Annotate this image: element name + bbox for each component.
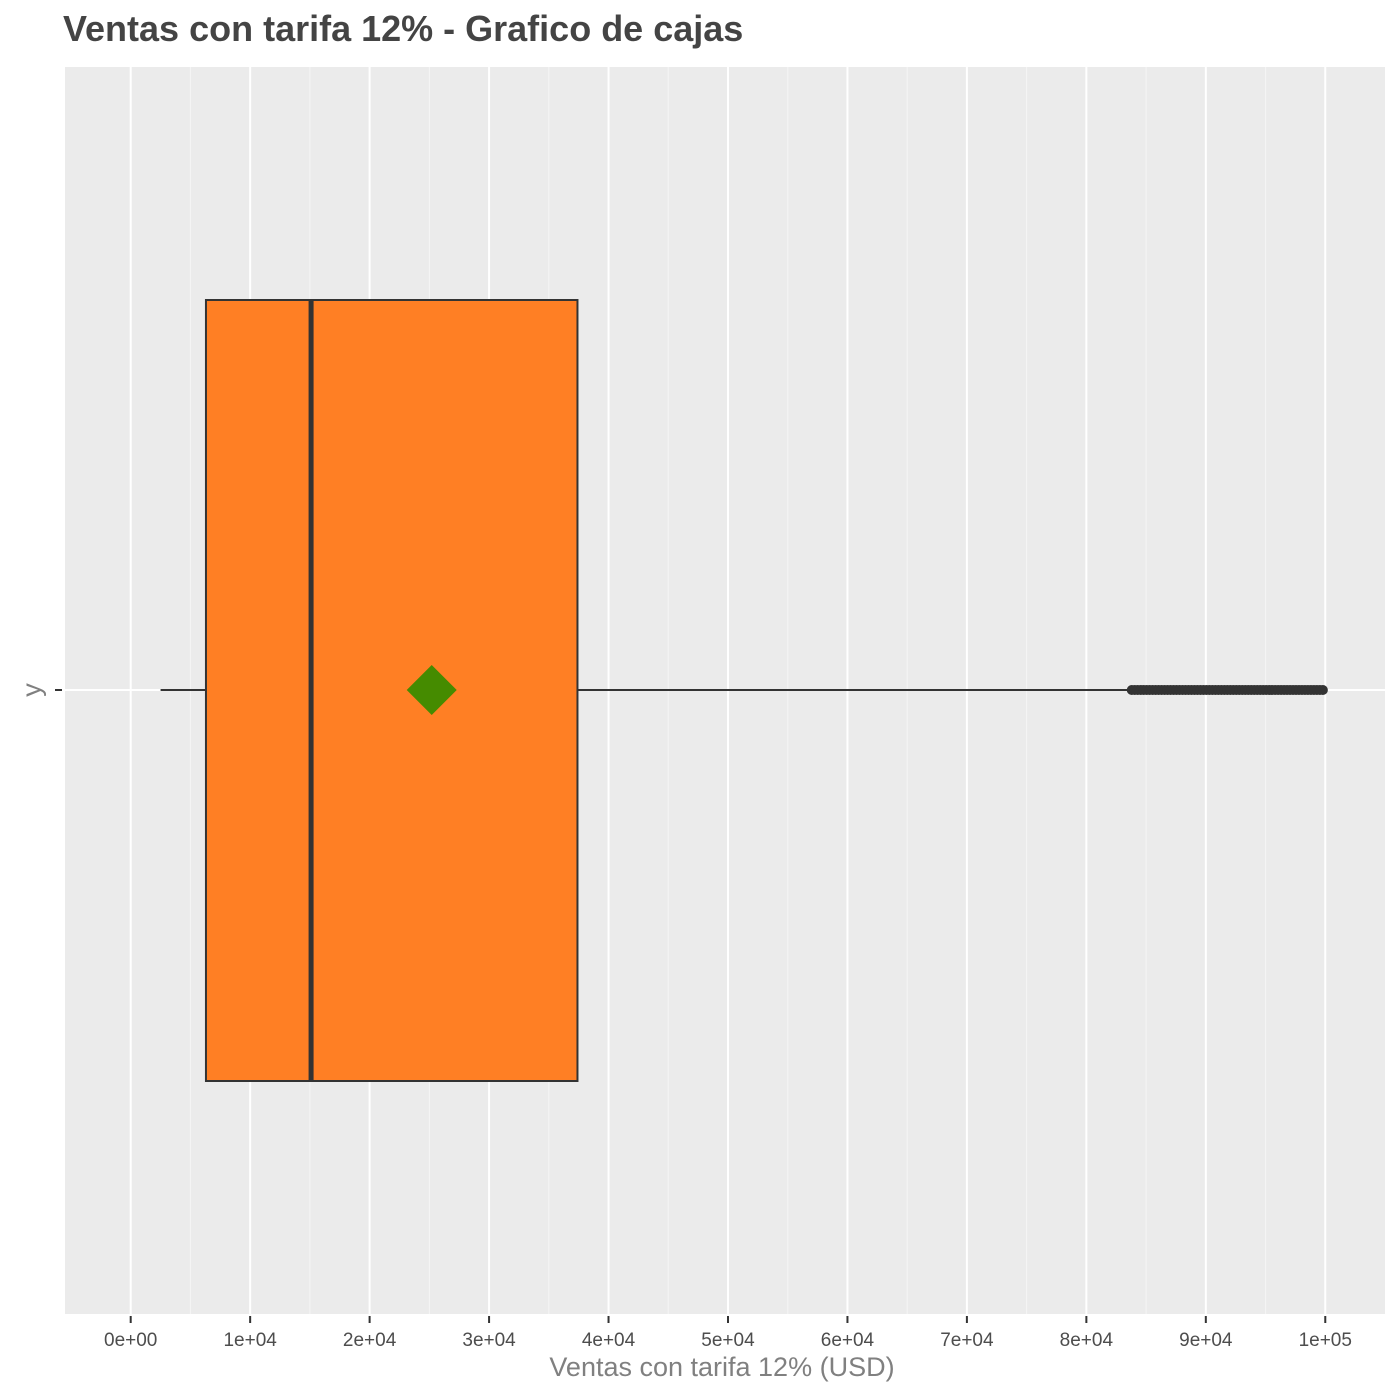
x-tick-label: 5e+04 [701,1330,755,1351]
box-iqr [204,299,579,1082]
outlier-point [1317,685,1328,695]
x-tick-label: 1e+05 [1299,1330,1352,1351]
x-tick-label: 6e+04 [821,1330,875,1351]
x-tick-label: 7e+04 [940,1330,994,1351]
x-axis-label: Ventas con tarifa 12% (USD) [549,1352,895,1382]
box-marks [160,299,1328,1082]
mean-marker [406,665,457,715]
chart-title: Ventas con tarifa 12% - Grafico de cajas [63,8,744,49]
x-tick-label: 4e+04 [582,1330,636,1351]
x-tick-label: 1e+04 [223,1330,277,1351]
x-tick-label: 0e+00 [104,1330,157,1351]
y-axis-label: y [16,683,47,697]
x-tick-label: 3e+04 [462,1330,516,1351]
x-tick-label: 9e+04 [1179,1330,1233,1351]
x-axis-ticks: 0e+00 1e+04 2e+04 3e+04 4e+04 5e+04 6e+04 7e+04… [104,1316,1352,1351]
x-tick-label: 2e+04 [343,1330,397,1351]
x-tick-label: 8e+04 [1060,1330,1114,1351]
